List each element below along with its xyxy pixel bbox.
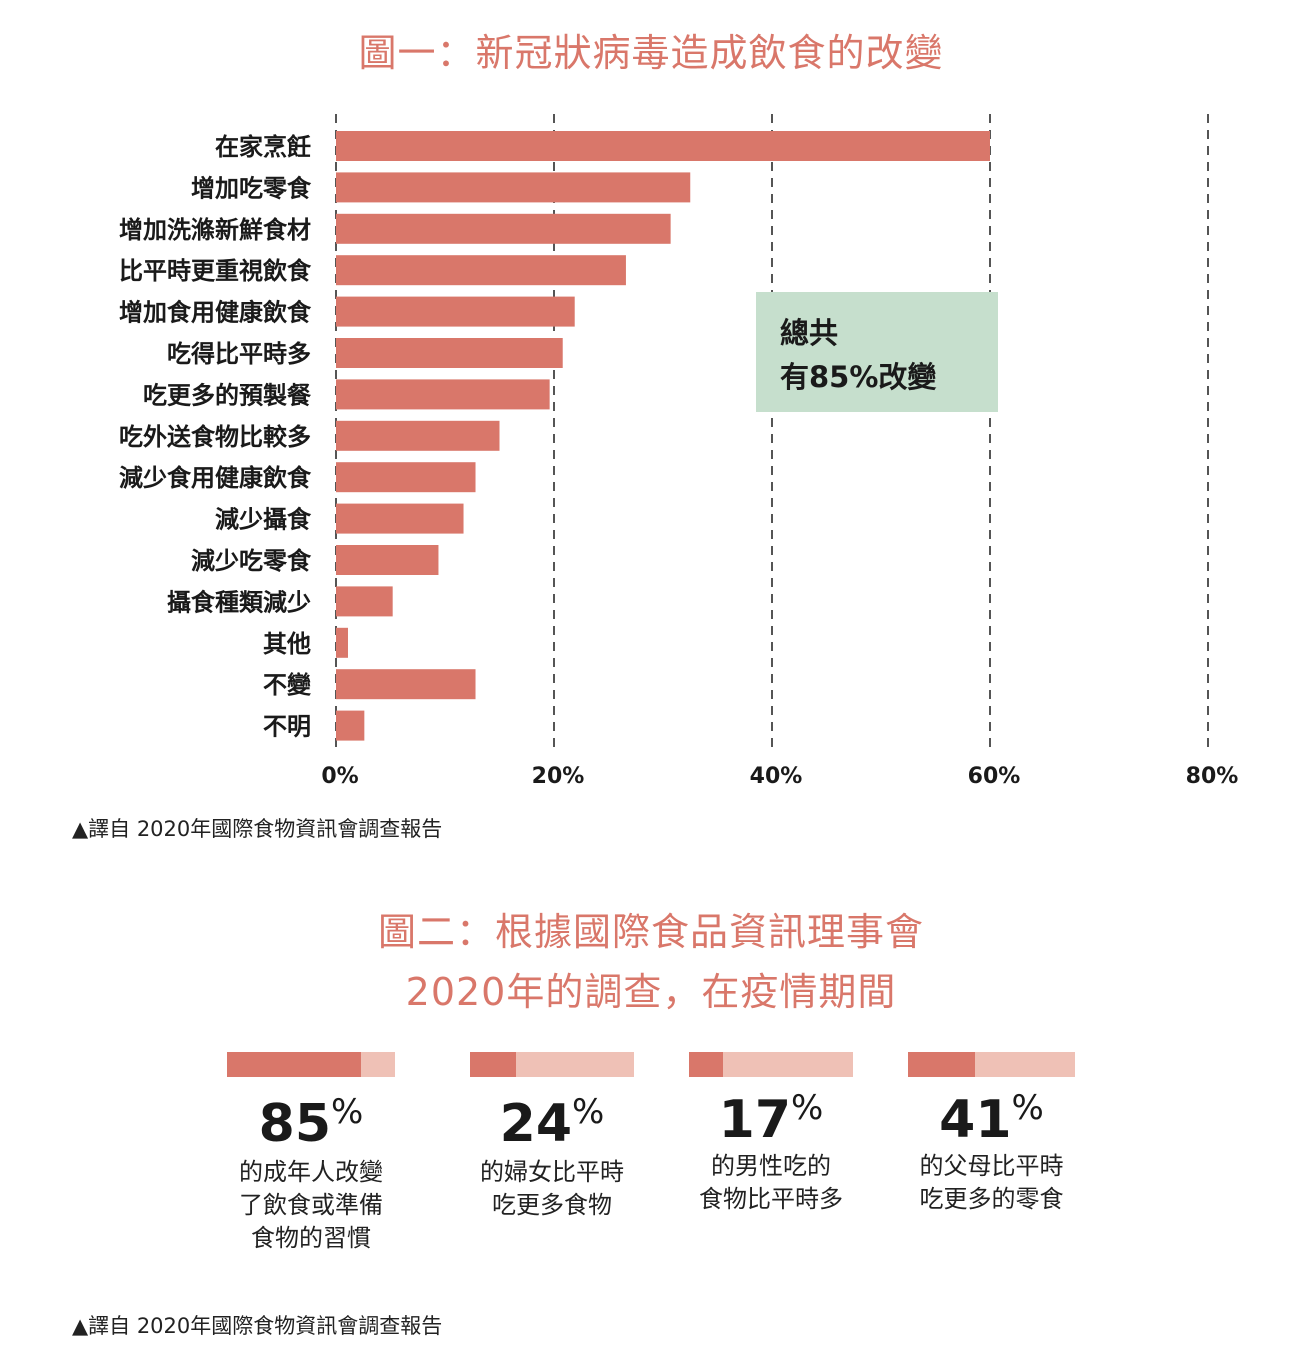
category-label: 吃更多的預製餐 (143, 381, 312, 409)
category-label: 不明 (263, 713, 311, 741)
tick-labels: 0% 20% 40% 60% 80% (321, 764, 1238, 789)
stat-fill (470, 1052, 516, 1077)
bar (336, 669, 476, 700)
stat-description: 的父母比平時 吃更多的零食 (919, 1152, 1064, 1213)
bar (336, 545, 439, 575)
category-label: 減少食用健康飲食 (119, 464, 312, 492)
bar (336, 338, 563, 368)
x-tick-label: 60% (968, 764, 1021, 789)
bar (336, 710, 365, 741)
category-label: 攝食種類減少 (167, 588, 311, 616)
bar (336, 503, 464, 534)
bar (336, 420, 500, 451)
category-label: 增加食用健康飲食 (119, 299, 312, 327)
stat-value: 24% (499, 1092, 605, 1154)
stat-fill (689, 1052, 724, 1077)
chart2-title-line1: 圖二：根據國際食品資訊理事會 (377, 910, 924, 954)
x-tick-label: 0% (321, 764, 358, 789)
stat-description: 的男性吃的 食物比平時多 (699, 1152, 843, 1213)
category-label: 增加洗滌新鮮食材 (119, 216, 311, 244)
stat-value: 85% (258, 1092, 364, 1154)
bar (336, 131, 990, 161)
chart1-svg: 在家烹飪增加吃零食增加洗滌新鮮食材比平時更重視飲食增加食用健康飲食吃得比平時多吃… (119, 114, 1238, 789)
stat-description: 的婦女比平時 吃更多食物 (480, 1158, 624, 1219)
stat-fill (227, 1052, 362, 1077)
category-labels: 在家烹飪增加吃零食增加洗滌新鮮食材比平時更重視飲食增加食用健康飲食吃得比平時多吃… (119, 133, 312, 741)
category-label: 不變 (263, 671, 312, 699)
stat-value: 41% (939, 1088, 1044, 1150)
bar (336, 255, 626, 286)
bars (336, 131, 990, 741)
annotation-box (756, 292, 998, 412)
x-tick-label: 40% (750, 764, 803, 789)
bar (336, 462, 476, 493)
stat-fill (908, 1052, 975, 1077)
bar (336, 296, 575, 327)
bar (336, 379, 550, 410)
annotation-line2: 有85%改變 (780, 360, 937, 394)
category-label: 吃外送食物比較多 (119, 423, 311, 451)
source-note-2: ▲譯自 2020年國際食物資訊會調查報告 (72, 1314, 443, 1338)
category-label: 減少吃零食 (191, 547, 312, 575)
bar (336, 586, 393, 617)
chart1-title: 圖一：新冠狀病毒造成飲食的改變 (358, 31, 944, 75)
bar (336, 213, 671, 244)
bar (336, 172, 691, 203)
category-label: 增加吃零食 (191, 174, 312, 202)
stat-value: 17% (718, 1088, 824, 1150)
category-label: 在家烹飪 (215, 133, 311, 161)
category-label: 減少攝食 (215, 506, 312, 534)
annotation: 總共 有85%改變 (756, 292, 998, 412)
category-label: 比平時更重視飲食 (119, 257, 312, 285)
source-note-1: ▲譯自 2020年國際食物資訊會調查報告 (72, 817, 443, 841)
bar (336, 627, 348, 658)
x-tick-label: 80% (1186, 764, 1239, 789)
x-tick-label: 20% (532, 764, 585, 789)
annotation-line1: 總共 (780, 316, 838, 350)
category-label: 吃得比平時多 (167, 340, 311, 368)
stat-description: 的成年人改變 了飲食或準備 食物的習慣 (239, 1158, 383, 1252)
category-label: 其他 (263, 630, 311, 658)
chart2-title-line2: 2020年的調查，在疫情期間 (405, 970, 897, 1014)
